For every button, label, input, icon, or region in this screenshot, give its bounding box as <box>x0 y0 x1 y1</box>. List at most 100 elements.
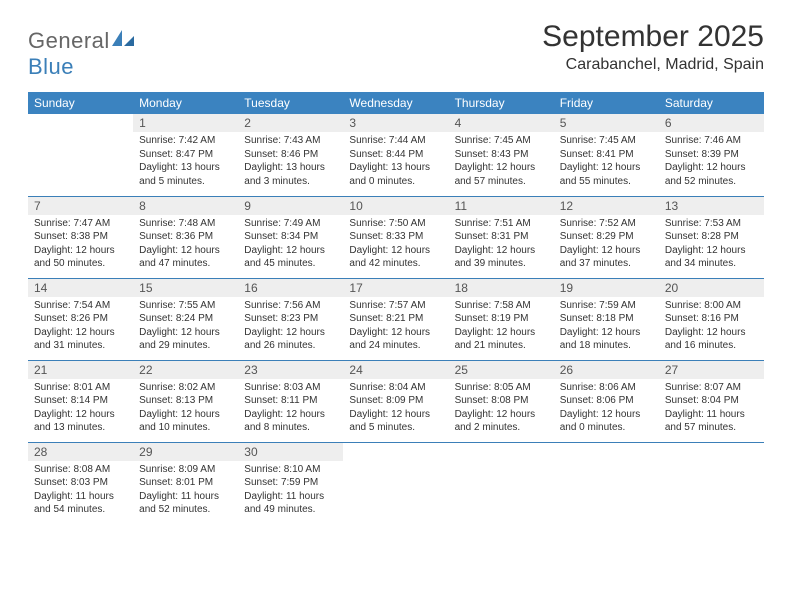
header: GeneralBlue September 2025 Carabanchel, … <box>28 20 764 80</box>
day-number: 24 <box>343 361 448 379</box>
sunset-text: Sunset: 8:46 PM <box>244 148 337 162</box>
day-details: Sunrise: 7:47 AMSunset: 8:38 PMDaylight:… <box>28 215 133 275</box>
daylight-text: Daylight: 12 hours and 45 minutes. <box>244 244 337 271</box>
location-text: Carabanchel, Madrid, Spain <box>542 56 764 74</box>
day-number: 28 <box>28 443 133 461</box>
sunset-text: Sunset: 8:19 PM <box>455 312 548 326</box>
day-number: 14 <box>28 279 133 297</box>
sunset-text: Sunset: 8:11 PM <box>244 394 337 408</box>
brand-text: GeneralBlue <box>28 28 134 80</box>
day-cell: 20Sunrise: 8:00 AMSunset: 8:16 PMDayligh… <box>659 278 764 360</box>
daylight-text: Daylight: 11 hours and 54 minutes. <box>34 490 127 517</box>
sunset-text: Sunset: 8:24 PM <box>139 312 232 326</box>
sunrise-text: Sunrise: 8:02 AM <box>139 381 232 395</box>
day-details: Sunrise: 8:06 AMSunset: 8:06 PMDaylight:… <box>554 379 659 439</box>
day-number: 7 <box>28 197 133 215</box>
day-cell: 30Sunrise: 8:10 AMSunset: 7:59 PMDayligh… <box>238 442 343 524</box>
sunset-text: Sunset: 8:21 PM <box>349 312 442 326</box>
day-cell: 21Sunrise: 8:01 AMSunset: 8:14 PMDayligh… <box>28 360 133 442</box>
sunset-text: Sunset: 8:29 PM <box>560 230 653 244</box>
day-cell <box>449 442 554 524</box>
day-cell: 11Sunrise: 7:51 AMSunset: 8:31 PMDayligh… <box>449 196 554 278</box>
daylight-text: Daylight: 12 hours and 13 minutes. <box>34 408 127 435</box>
daylight-text: Daylight: 12 hours and 31 minutes. <box>34 326 127 353</box>
weekday-header: Sunday <box>28 92 133 114</box>
day-cell: 18Sunrise: 7:58 AMSunset: 8:19 PMDayligh… <box>449 278 554 360</box>
day-details: Sunrise: 7:48 AMSunset: 8:36 PMDaylight:… <box>133 215 238 275</box>
day-number: 4 <box>449 114 554 132</box>
daylight-text: Daylight: 12 hours and 50 minutes. <box>34 244 127 271</box>
day-cell: 29Sunrise: 8:09 AMSunset: 8:01 PMDayligh… <box>133 442 238 524</box>
day-details: Sunrise: 7:57 AMSunset: 8:21 PMDaylight:… <box>343 297 448 357</box>
day-number: 12 <box>554 197 659 215</box>
day-cell <box>659 442 764 524</box>
day-details: Sunrise: 7:52 AMSunset: 8:29 PMDaylight:… <box>554 215 659 275</box>
week-row: 1Sunrise: 7:42 AMSunset: 8:47 PMDaylight… <box>28 114 764 196</box>
sunset-text: Sunset: 8:41 PM <box>560 148 653 162</box>
sunrise-text: Sunrise: 7:45 AM <box>455 134 548 148</box>
daylight-text: Daylight: 12 hours and 47 minutes. <box>139 244 232 271</box>
sunset-text: Sunset: 8:26 PM <box>34 312 127 326</box>
day-details: Sunrise: 8:03 AMSunset: 8:11 PMDaylight:… <box>238 379 343 439</box>
day-cell: 19Sunrise: 7:59 AMSunset: 8:18 PMDayligh… <box>554 278 659 360</box>
day-cell: 2Sunrise: 7:43 AMSunset: 8:46 PMDaylight… <box>238 114 343 196</box>
day-details: Sunrise: 7:45 AMSunset: 8:41 PMDaylight:… <box>554 132 659 192</box>
day-number: 19 <box>554 279 659 297</box>
day-details: Sunrise: 8:01 AMSunset: 8:14 PMDaylight:… <box>28 379 133 439</box>
daylight-text: Daylight: 12 hours and 26 minutes. <box>244 326 337 353</box>
day-details: Sunrise: 8:08 AMSunset: 8:03 PMDaylight:… <box>28 461 133 521</box>
day-cell: 23Sunrise: 8:03 AMSunset: 8:11 PMDayligh… <box>238 360 343 442</box>
sunset-text: Sunset: 8:13 PM <box>139 394 232 408</box>
day-number: 22 <box>133 361 238 379</box>
sunrise-text: Sunrise: 8:03 AM <box>244 381 337 395</box>
sail-icon <box>112 28 134 53</box>
day-details: Sunrise: 7:43 AMSunset: 8:46 PMDaylight:… <box>238 132 343 192</box>
sunrise-text: Sunrise: 7:51 AM <box>455 217 548 231</box>
day-cell: 3Sunrise: 7:44 AMSunset: 8:44 PMDaylight… <box>343 114 448 196</box>
day-number: 17 <box>343 279 448 297</box>
sunrise-text: Sunrise: 7:52 AM <box>560 217 653 231</box>
brand-part2: Blue <box>28 54 74 79</box>
sunrise-text: Sunrise: 7:57 AM <box>349 299 442 313</box>
day-details: Sunrise: 7:53 AMSunset: 8:28 PMDaylight:… <box>659 215 764 275</box>
weekday-header: Saturday <box>659 92 764 114</box>
sunset-text: Sunset: 8:14 PM <box>34 394 127 408</box>
daylight-text: Daylight: 12 hours and 37 minutes. <box>560 244 653 271</box>
brand-part1: General <box>28 28 110 53</box>
day-number: 16 <box>238 279 343 297</box>
day-cell: 17Sunrise: 7:57 AMSunset: 8:21 PMDayligh… <box>343 278 448 360</box>
day-cell: 1Sunrise: 7:42 AMSunset: 8:47 PMDaylight… <box>133 114 238 196</box>
day-details: Sunrise: 8:09 AMSunset: 8:01 PMDaylight:… <box>133 461 238 521</box>
day-cell: 5Sunrise: 7:45 AMSunset: 8:41 PMDaylight… <box>554 114 659 196</box>
daylight-text: Daylight: 12 hours and 2 minutes. <box>455 408 548 435</box>
daylight-text: Daylight: 12 hours and 24 minutes. <box>349 326 442 353</box>
week-row: 7Sunrise: 7:47 AMSunset: 8:38 PMDaylight… <box>28 196 764 278</box>
day-details: Sunrise: 7:45 AMSunset: 8:43 PMDaylight:… <box>449 132 554 192</box>
sunrise-text: Sunrise: 8:05 AM <box>455 381 548 395</box>
day-number: 25 <box>449 361 554 379</box>
sunrise-text: Sunrise: 7:53 AM <box>665 217 758 231</box>
sunrise-text: Sunrise: 8:09 AM <box>139 463 232 477</box>
sunset-text: Sunset: 8:04 PM <box>665 394 758 408</box>
weekday-header: Friday <box>554 92 659 114</box>
sunrise-text: Sunrise: 7:54 AM <box>34 299 127 313</box>
weekday-row: Sunday Monday Tuesday Wednesday Thursday… <box>28 92 764 114</box>
day-cell: 26Sunrise: 8:06 AMSunset: 8:06 PMDayligh… <box>554 360 659 442</box>
day-details: Sunrise: 7:51 AMSunset: 8:31 PMDaylight:… <box>449 215 554 275</box>
week-row: 21Sunrise: 8:01 AMSunset: 8:14 PMDayligh… <box>28 360 764 442</box>
day-details: Sunrise: 7:59 AMSunset: 8:18 PMDaylight:… <box>554 297 659 357</box>
daylight-text: Daylight: 12 hours and 57 minutes. <box>455 161 548 188</box>
day-cell: 27Sunrise: 8:07 AMSunset: 8:04 PMDayligh… <box>659 360 764 442</box>
day-cell: 4Sunrise: 7:45 AMSunset: 8:43 PMDaylight… <box>449 114 554 196</box>
daylight-text: Daylight: 13 hours and 5 minutes. <box>139 161 232 188</box>
daylight-text: Daylight: 11 hours and 49 minutes. <box>244 490 337 517</box>
day-number: 23 <box>238 361 343 379</box>
day-number: 1 <box>133 114 238 132</box>
day-details: Sunrise: 7:42 AMSunset: 8:47 PMDaylight:… <box>133 132 238 192</box>
day-number: 29 <box>133 443 238 461</box>
day-number: 3 <box>343 114 448 132</box>
weekday-header: Monday <box>133 92 238 114</box>
week-row: 28Sunrise: 8:08 AMSunset: 8:03 PMDayligh… <box>28 442 764 524</box>
sunset-text: Sunset: 8:23 PM <box>244 312 337 326</box>
day-details: Sunrise: 8:05 AMSunset: 8:08 PMDaylight:… <box>449 379 554 439</box>
